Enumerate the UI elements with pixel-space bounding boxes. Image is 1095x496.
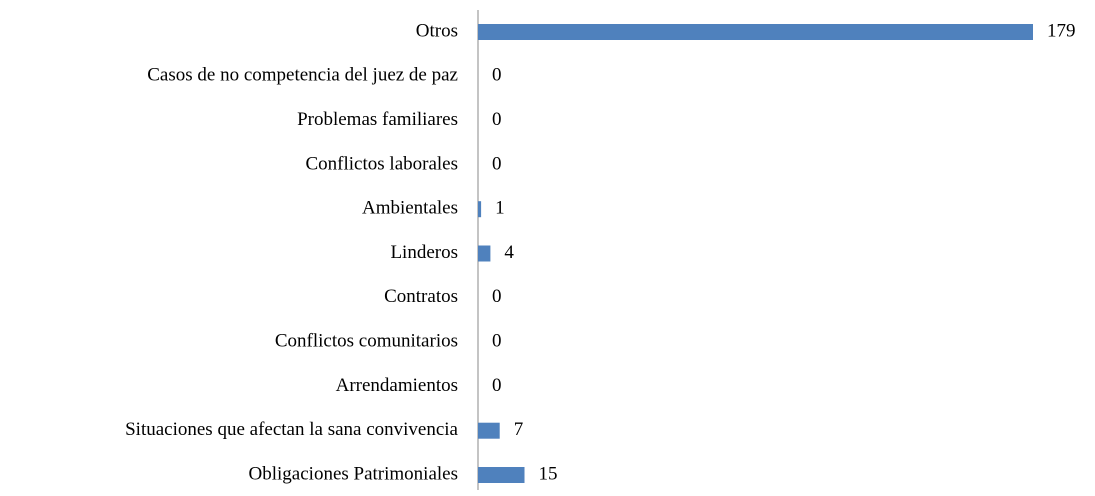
category-label: Obligaciones Patrimoniales bbox=[249, 463, 458, 484]
bar bbox=[478, 422, 500, 439]
bar bbox=[478, 467, 525, 483]
category-label: Ambientales bbox=[362, 198, 458, 219]
value-label: 179 bbox=[1047, 20, 1076, 41]
value-label: 0 bbox=[492, 286, 502, 307]
value-label: 4 bbox=[504, 242, 514, 263]
value-label: 0 bbox=[492, 153, 502, 174]
value-label: 0 bbox=[492, 109, 502, 130]
category-label: Arrendamientos bbox=[336, 375, 458, 396]
bar bbox=[478, 24, 1033, 40]
category-label: Linderos bbox=[390, 242, 458, 263]
category-label: Otros bbox=[416, 20, 458, 41]
category-label: Problemas familiares bbox=[297, 109, 458, 130]
value-label: 0 bbox=[492, 65, 502, 86]
value-label: 15 bbox=[539, 463, 558, 484]
value-label: 0 bbox=[492, 330, 502, 351]
category-label: Situaciones que afectan la sana conviven… bbox=[125, 419, 458, 440]
category-label: Conflictos laborales bbox=[306, 153, 459, 174]
value-label: 1 bbox=[495, 198, 505, 219]
category-label: Contratos bbox=[384, 286, 458, 307]
value-label: 7 bbox=[514, 419, 524, 440]
value-label: 0 bbox=[492, 375, 502, 396]
bar bbox=[478, 245, 491, 262]
bar bbox=[478, 201, 482, 218]
category-label: Casos de no competencia del juez de paz bbox=[147, 65, 458, 86]
category-label: Conflictos comunitarios bbox=[275, 330, 458, 351]
